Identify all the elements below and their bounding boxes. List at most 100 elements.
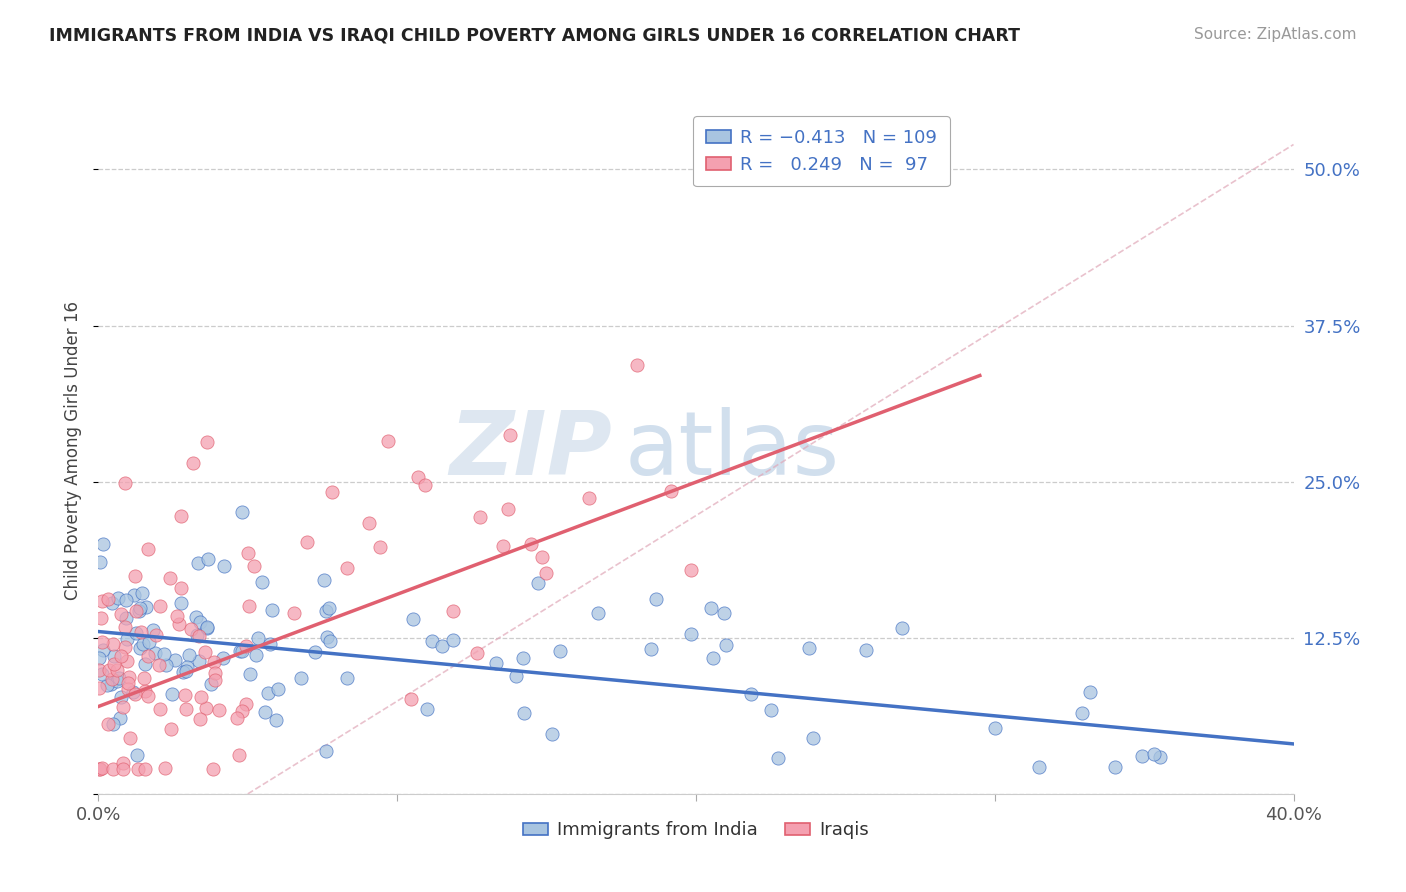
Point: [357, 516, 380, 530]
Point: [125, 604, 148, 618]
Point: [242, 559, 264, 574]
Point: [257, 686, 280, 700]
Point: [114, 592, 136, 607]
Point: [96, 678, 118, 692]
Point: [235, 640, 257, 654]
Point: [97, 591, 120, 606]
Point: [110, 710, 132, 724]
Point: [1080, 685, 1102, 699]
Point: [465, 646, 488, 660]
Point: [262, 603, 284, 617]
Point: [578, 491, 600, 505]
Point: [801, 731, 824, 746]
Point: [377, 434, 399, 448]
Point: [115, 611, 138, 625]
Point: [177, 648, 200, 662]
Point: [197, 552, 219, 566]
Point: [129, 624, 152, 639]
Point: [100, 676, 122, 690]
Point: [127, 762, 149, 776]
Point: [195, 621, 218, 635]
Point: [114, 620, 136, 634]
Point: [90, 594, 112, 608]
Point: [105, 673, 128, 688]
Text: Source: ZipAtlas.com: Source: ZipAtlas.com: [1194, 27, 1357, 42]
Point: [247, 631, 270, 645]
Point: [165, 653, 187, 667]
Point: [661, 483, 683, 498]
Point: [527, 575, 550, 590]
Point: [315, 743, 337, 757]
Point: [702, 651, 724, 665]
Point: [111, 762, 134, 776]
Point: [138, 635, 160, 649]
Point: [190, 713, 212, 727]
Point: [441, 604, 464, 618]
Point: [98, 664, 121, 678]
Point: [204, 665, 226, 680]
Point: [441, 632, 464, 647]
Point: [153, 647, 176, 661]
Point: [202, 762, 225, 776]
Point: [172, 665, 194, 680]
Point: [187, 556, 209, 570]
Text: ZIP: ZIP: [450, 407, 613, 494]
Point: [128, 604, 150, 618]
Point: [200, 677, 222, 691]
Point: [759, 703, 782, 717]
Point: [235, 697, 257, 711]
Point: [101, 637, 124, 651]
Point: [87, 762, 110, 776]
Point: [496, 502, 519, 516]
Point: [170, 596, 193, 610]
Point: [122, 684, 145, 698]
Point: [530, 550, 553, 565]
Point: [107, 672, 129, 686]
Point: [245, 648, 267, 662]
Point: [149, 702, 172, 716]
Text: IMMIGRANTS FROM INDIA VS IRAQI CHILD POVERTY AMONG GIRLS UNDER 16 CORRELATION CH: IMMIGRANTS FROM INDIA VS IRAQI CHILD POV…: [49, 27, 1021, 45]
Point: [145, 628, 167, 642]
Point: [368, 540, 391, 554]
Point: [111, 756, 134, 770]
Point: [534, 566, 557, 580]
Point: [626, 359, 648, 373]
Point: [89, 762, 111, 776]
Point: [336, 671, 359, 685]
Point: [208, 703, 231, 717]
Point: [640, 641, 662, 656]
Point: [253, 705, 276, 719]
Point: [202, 656, 225, 670]
Point: [1028, 759, 1050, 773]
Point: [890, 621, 912, 635]
Point: [136, 649, 159, 664]
Point: [103, 648, 125, 663]
Point: [110, 690, 132, 704]
Point: [136, 689, 159, 703]
Point: [103, 657, 125, 672]
Point: [485, 656, 508, 670]
Point: [250, 575, 273, 590]
Point: [983, 721, 1005, 735]
Point: [181, 456, 204, 470]
Point: [548, 644, 571, 658]
Point: [159, 571, 181, 585]
Point: [134, 657, 156, 672]
Point: [91, 666, 114, 681]
Point: [714, 638, 737, 652]
Point: [186, 627, 208, 641]
Point: [91, 643, 114, 657]
Point: [90, 610, 112, 624]
Point: [148, 658, 170, 673]
Point: [505, 669, 527, 683]
Point: [700, 600, 723, 615]
Point: [184, 609, 207, 624]
Point: [131, 586, 153, 600]
Point: [101, 717, 124, 731]
Point: [134, 684, 156, 698]
Point: [188, 654, 211, 668]
Point: [138, 541, 160, 556]
Point: [228, 747, 250, 762]
Point: [118, 670, 141, 684]
Y-axis label: Child Poverty Among Girls Under 16: Child Poverty Among Girls Under 16: [65, 301, 83, 600]
